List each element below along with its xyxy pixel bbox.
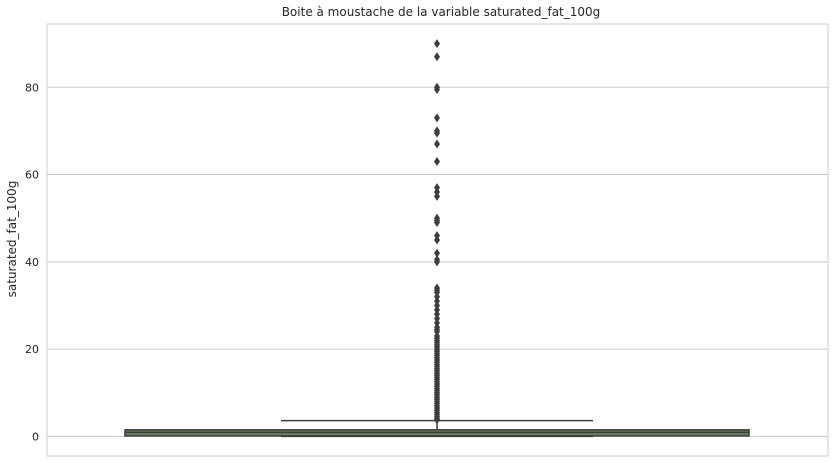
box-group [124, 419, 750, 438]
chart-title: Boite à moustache de la variable saturat… [282, 5, 601, 19]
outlier-point [434, 156, 440, 166]
y-tick-label: 20 [25, 343, 39, 356]
outlier-point [434, 139, 440, 149]
outlier-point [434, 191, 440, 201]
outlier-point [434, 84, 440, 94]
outlier-point [434, 128, 440, 138]
outlier-point [434, 415, 440, 425]
y-tick-label: 0 [32, 430, 39, 443]
y-axis-ticks: 0 20 40 60 80 [25, 81, 39, 443]
y-tick-label: 80 [25, 81, 39, 94]
outlier-points [434, 39, 440, 425]
outlier-point [434, 235, 440, 245]
plot-frame [46, 23, 829, 457]
outlier-point [434, 39, 440, 49]
outlier-point [434, 113, 440, 123]
y-axis-label: saturated_fat_100g [5, 181, 19, 298]
outlier-point [434, 52, 440, 62]
y-tick-label: 60 [25, 169, 39, 182]
outlier-point [434, 248, 440, 258]
outlier-point [434, 218, 440, 228]
y-tick-label: 40 [25, 256, 39, 269]
outlier-point [434, 257, 440, 267]
